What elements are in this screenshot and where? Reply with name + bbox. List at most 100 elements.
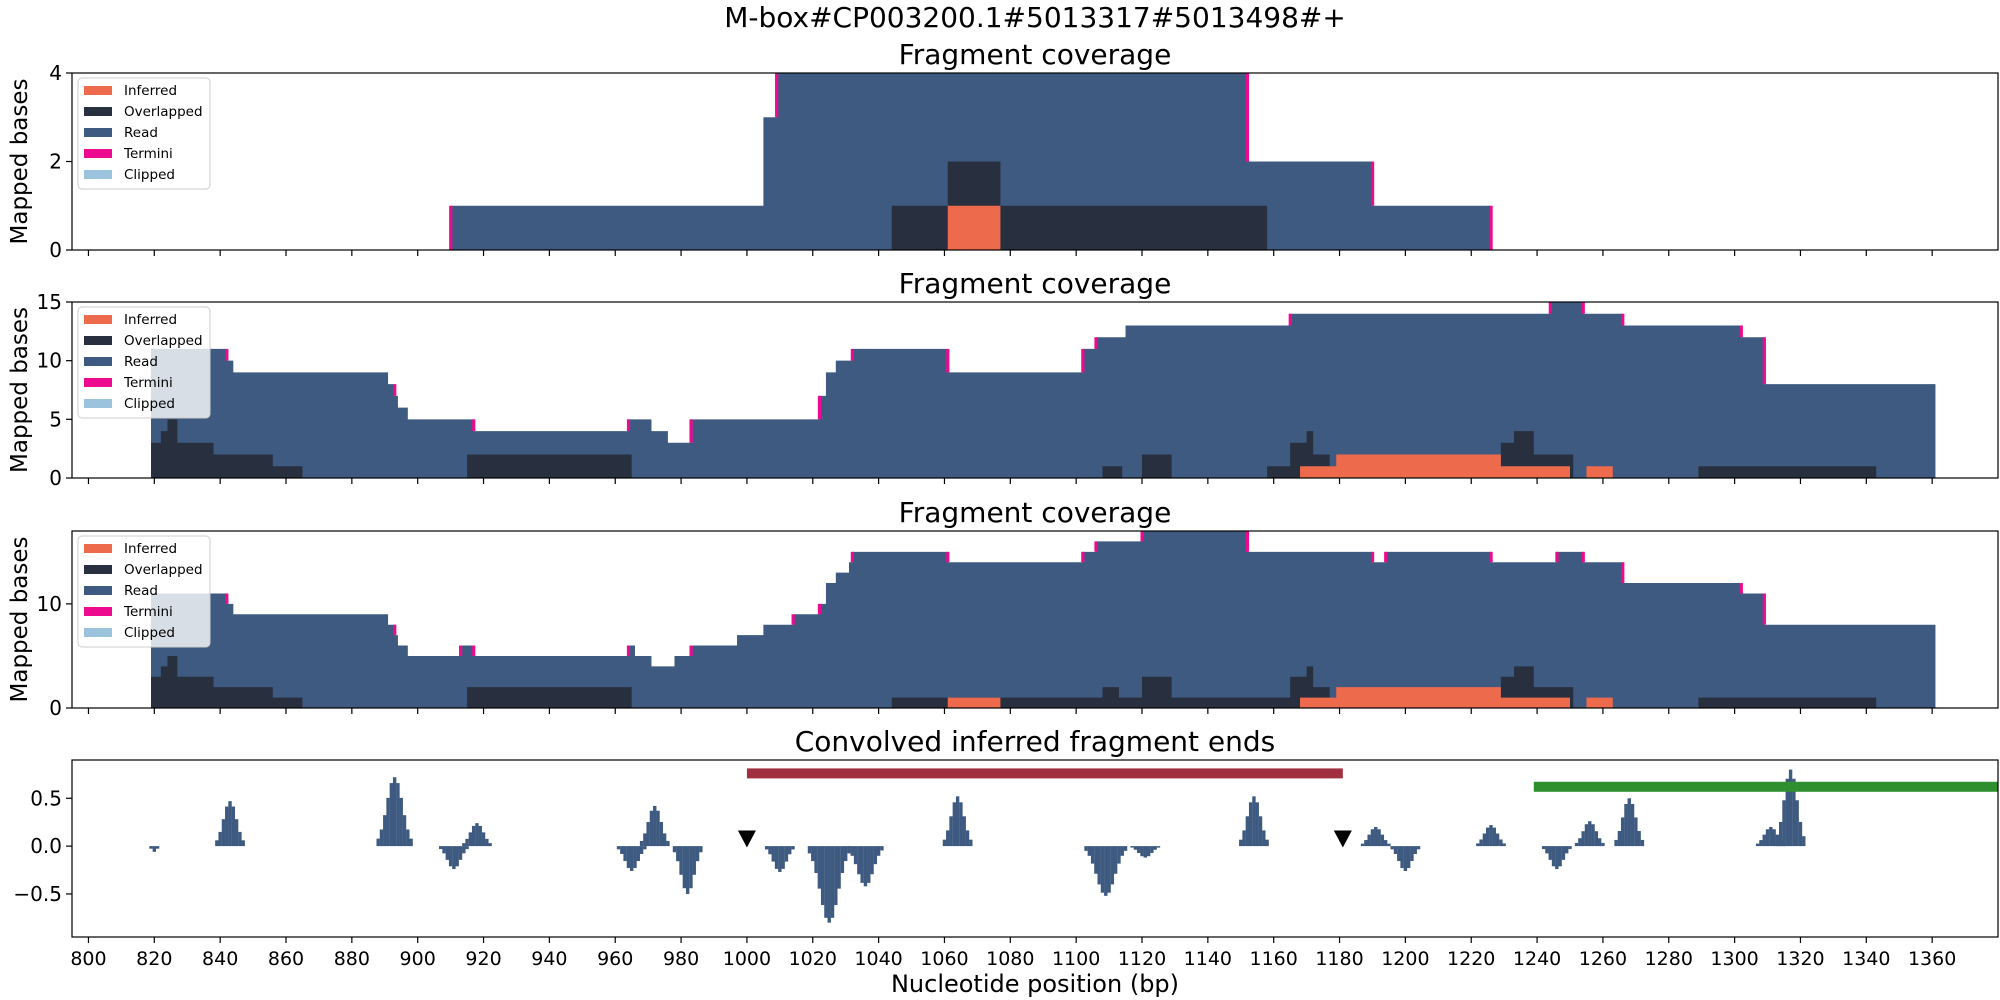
- convolved-bar: [1620, 817, 1625, 847]
- convolved-bar: [379, 829, 384, 847]
- overlapped-area-2: [151, 419, 1877, 478]
- terminus-mark: [850, 551, 854, 563]
- legend-label: Overlapped: [124, 562, 203, 578]
- panel-title-2: Fragment coverage: [899, 267, 1172, 300]
- terminus-mark: [1762, 593, 1766, 625]
- inferred-area-2: [1300, 454, 1613, 478]
- terminus-mark: [626, 645, 631, 656]
- x-tick-label: 1200: [1381, 948, 1429, 970]
- convolved-bar: [1759, 840, 1763, 847]
- legend-swatch: [84, 170, 112, 179]
- terminus-mark: [1384, 551, 1388, 563]
- convolved-bar: [643, 833, 647, 847]
- x-tick-label: 1020: [789, 948, 837, 970]
- convolved-bar: [1775, 836, 1780, 847]
- convolved-bar: [1248, 802, 1253, 847]
- convolved-bar: [475, 823, 479, 847]
- x-tick-label: 860: [268, 948, 304, 970]
- convolved-bar: [639, 840, 644, 847]
- convolved-bar: [791, 846, 795, 850]
- convolved-bar: [827, 846, 831, 923]
- convolved-bar: [1762, 834, 1766, 847]
- convolved-bar: [1387, 843, 1391, 847]
- convolved-bar: [672, 846, 677, 853]
- panel-1: Fragment coverage 0 2 4 Mapped bases Inferred…: [7, 38, 1999, 262]
- region-band: [1533, 781, 1998, 792]
- legend-label: Termini: [123, 146, 173, 162]
- convolved-bar: [1123, 846, 1128, 851]
- convolved-bar: [1390, 846, 1394, 850]
- convolved-bar: [1383, 840, 1388, 847]
- convolved-bar: [478, 825, 482, 847]
- y-axis-label-3: Mapped bases: [7, 536, 33, 702]
- convolved-bar: [860, 846, 864, 883]
- convolved-bar: [692, 846, 696, 875]
- terminus-mark: [689, 645, 693, 656]
- convolved-bar: [682, 846, 687, 889]
- terminus-mark: [1081, 551, 1085, 563]
- convolved-bar: [876, 846, 881, 856]
- legend-swatch: [84, 544, 112, 553]
- convolved-bar: [1601, 842, 1605, 847]
- position-marker: [737, 830, 756, 848]
- y-tick-label: 10: [37, 349, 62, 373]
- convolved-bar: [1107, 846, 1111, 893]
- convolved-bar: [1795, 800, 1799, 847]
- convolved-bar: [817, 846, 822, 889]
- convolved-bar: [1367, 834, 1371, 847]
- x-tick-label: 1140: [1184, 948, 1232, 970]
- convolved-bar: [1591, 824, 1595, 847]
- legend-label: Overlapped: [124, 333, 203, 349]
- x-tick-label: 1160: [1250, 948, 1298, 970]
- legend-label: Clipped: [124, 167, 175, 183]
- convolved-bar: [814, 846, 818, 874]
- terminus-mark: [1370, 161, 1375, 206]
- convolved-bar: [1574, 842, 1579, 847]
- legend-3: Inferred Overlapped Read Termini Clipped: [77, 535, 211, 648]
- x-tick-label: 1000: [723, 948, 771, 970]
- convolved-bar: [234, 819, 239, 847]
- convolved-bar: [853, 846, 858, 865]
- terminus-mark: [1245, 531, 1250, 552]
- convolved-bar: [1094, 846, 1098, 874]
- convolved-bar: [1130, 846, 1134, 848]
- convolved-bar: [1104, 846, 1108, 896]
- convolved-bar: [847, 846, 851, 851]
- convolved-bar: [218, 831, 222, 847]
- convolved-bar: [1364, 840, 1368, 847]
- convolved-bar: [392, 777, 397, 847]
- convolved-bar: [778, 846, 782, 872]
- convolved-bar: [1614, 839, 1618, 847]
- terminus-mark: [1094, 541, 1098, 552]
- x-tick-label: 1280: [1645, 948, 1693, 970]
- convolved-bar: [1541, 846, 1546, 850]
- legend-label: Termini: [123, 604, 173, 620]
- axes-frame-2: [71, 301, 1999, 479]
- convolved-bar: [488, 843, 492, 847]
- convolved-bar: [1482, 833, 1487, 847]
- convolved-bar: [689, 846, 693, 889]
- convolved-bar: [442, 846, 446, 854]
- convolved-bar: [959, 802, 963, 847]
- convolved-bar: [1416, 846, 1421, 850]
- convolved-bar: [1377, 829, 1381, 847]
- y-tick-label: 5: [49, 407, 62, 431]
- terminus-mark: [1140, 531, 1144, 542]
- convolved-bar: [643, 846, 647, 850]
- panel-title-3: Fragment coverage: [899, 496, 1172, 529]
- position-marker: [1333, 830, 1352, 848]
- convolved-bar: [942, 839, 947, 847]
- convolved-bar: [1140, 846, 1144, 857]
- convolved-bar: [820, 846, 825, 906]
- convolved-bar: [1627, 798, 1631, 847]
- convolved-bar: [1755, 843, 1760, 847]
- convolved-bar: [662, 833, 667, 847]
- convolved-bar: [646, 822, 650, 847]
- terminus-mark: [1762, 337, 1766, 385]
- convolved-bar: [1113, 846, 1118, 874]
- convolved-bar: [656, 810, 660, 847]
- legend-swatch: [84, 149, 112, 158]
- convolved-bar: [784, 846, 789, 862]
